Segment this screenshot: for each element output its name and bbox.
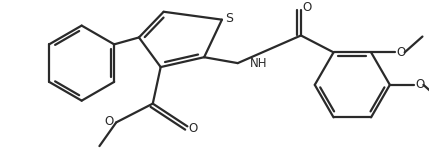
Text: NH: NH (250, 57, 267, 70)
Text: O: O (189, 122, 198, 135)
Text: S: S (225, 12, 233, 25)
Text: O: O (397, 46, 406, 59)
Text: O: O (416, 78, 425, 91)
Text: O: O (302, 1, 311, 14)
Text: O: O (105, 115, 114, 128)
